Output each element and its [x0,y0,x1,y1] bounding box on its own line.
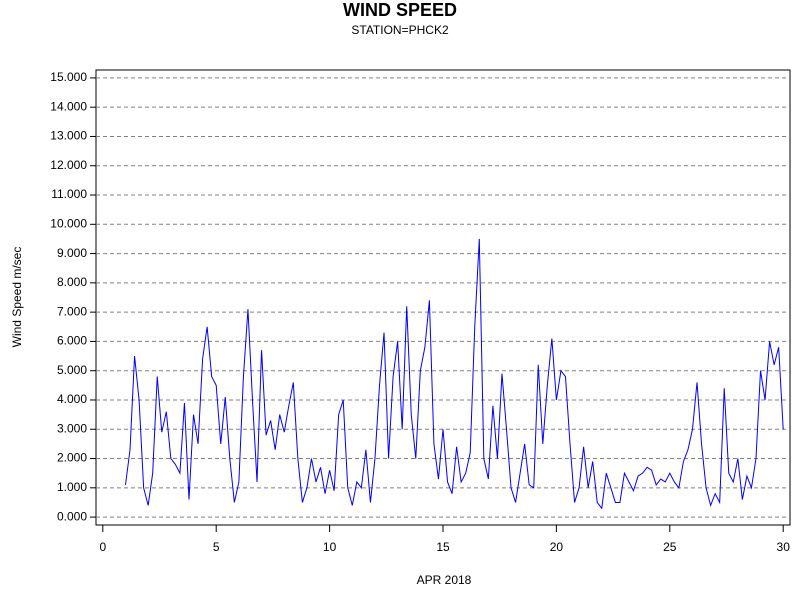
y-tick-label: 10.000 [50,216,87,230]
x-axis-label: APR 2018 [417,573,472,587]
y-tick-label: 4.000 [57,392,87,406]
x-tick-label: 30 [777,540,791,554]
y-tick-label: 6.000 [57,334,87,348]
data-line [124,238,784,510]
y-axis-label: Wind Speed m/sec [10,247,24,348]
y-tick-label: 3.000 [57,421,87,435]
y-tick-label: 13.000 [50,129,87,143]
x-tick-label: 0 [99,540,106,554]
x-tick-label: 20 [550,540,564,554]
x-tick-label: 15 [436,540,450,554]
y-tick-label: 14.000 [50,99,87,113]
y-tick-label: 8.000 [57,275,87,289]
x-tick-label: 25 [663,540,677,554]
x-tick-label: 10 [323,540,337,554]
y-tick-label: 15.000 [50,70,87,84]
y-tick-label: 2.000 [57,451,87,465]
y-tick-label: 1.000 [57,480,87,494]
y-tick-label: 0.000 [57,509,87,523]
y-tick-label: 11.000 [51,187,87,201]
x-tick-label: 5 [213,540,220,554]
y-tick-label: 7.000 [57,304,87,318]
y-tick-label: 12.000 [50,158,87,172]
y-tick-label: 5.000 [57,363,87,377]
y-tick-label: 9.000 [57,246,87,260]
chart-title: WIND SPEED [343,0,457,20]
chart-subtitle: STATION=PHCK2 [351,23,449,37]
